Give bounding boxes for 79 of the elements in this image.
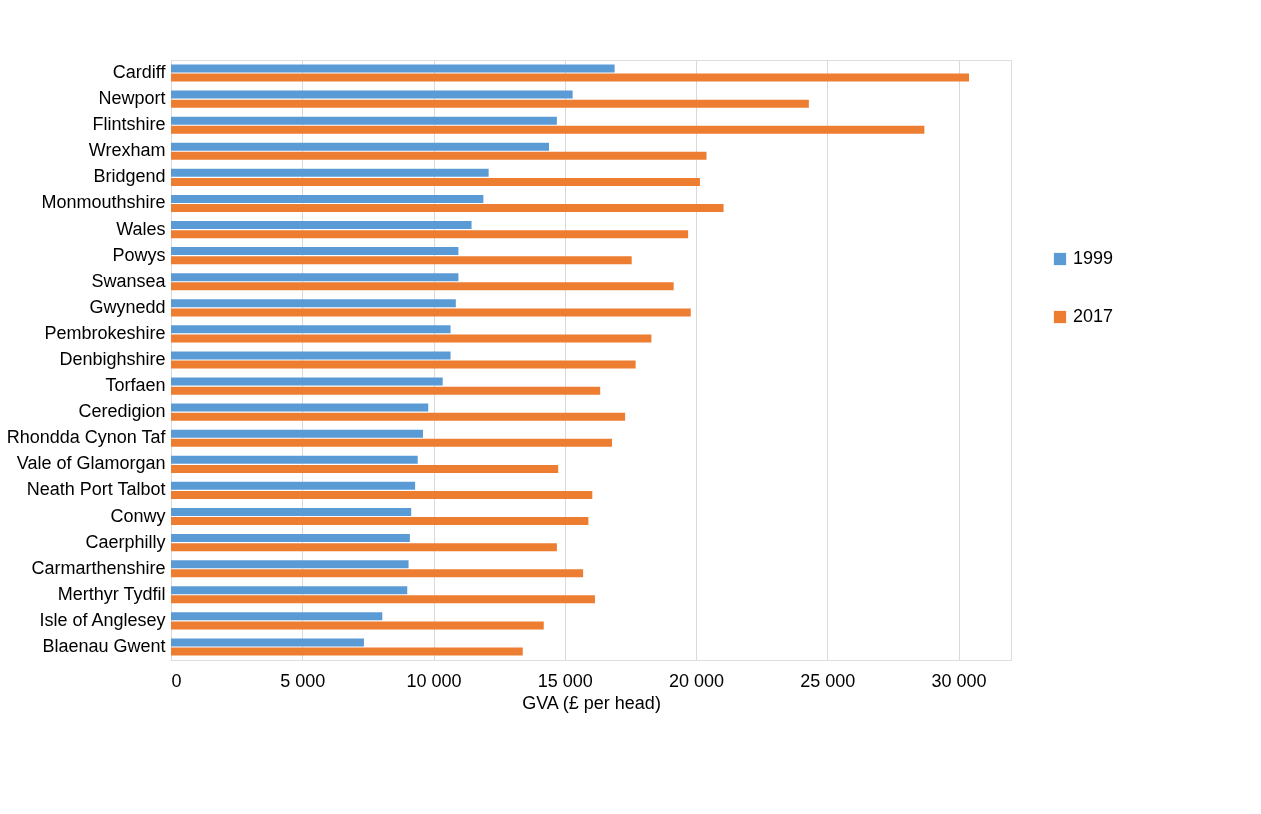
y-tick-label: Cardiff: [112, 62, 167, 83]
bar: [171, 273, 459, 282]
y-tick-label: Torfaen: [105, 375, 166, 396]
x-tick-label: 10 000: [406, 670, 462, 691]
bar: [171, 647, 523, 656]
bar: [171, 621, 544, 630]
x-tick-label: 5 000: [280, 670, 326, 691]
bar: [171, 221, 472, 229]
bar: [171, 507, 412, 516]
bar: [171, 412, 626, 421]
bar: [171, 308, 691, 317]
x-tick-label: 15 000: [537, 670, 593, 691]
bar: [171, 351, 451, 360]
y-tick-label: Caerphilly: [85, 531, 166, 552]
bar: [171, 325, 451, 334]
y-tick-label: Rhondda Cynon Taf: [6, 427, 167, 448]
y-tick-label: Bridgend: [93, 166, 166, 187]
bar: [171, 638, 364, 647]
bar: [171, 116, 557, 125]
bar: [171, 386, 601, 395]
y-tick-label: Wrexham: [88, 140, 166, 161]
x-tick-label: 30 000: [931, 670, 987, 691]
bar: [171, 299, 456, 308]
bar: [171, 455, 418, 464]
y-tick-label: Wales: [116, 218, 166, 239]
y-tick-label: Isle of Anglesey: [39, 609, 166, 630]
bar: [171, 334, 652, 343]
y-tick-label: Pembrokeshire: [44, 322, 166, 343]
bar: [171, 90, 573, 99]
bar: [171, 438, 612, 447]
x-tick-label: 25 000: [800, 670, 856, 691]
y-tick-label: Blaenau Gwent: [42, 635, 166, 656]
bar: [171, 360, 636, 369]
bar: [171, 586, 408, 595]
bar: [171, 595, 595, 604]
bar: [171, 377, 443, 386]
y-tick-label: Monmouthshire: [41, 192, 166, 213]
y-tick-label: Newport: [98, 88, 166, 109]
bar: [171, 247, 459, 256]
bar: [171, 177, 700, 186]
bar: [171, 194, 484, 203]
x-axis-title: GVA (£ per head): [522, 692, 661, 713]
bar: [171, 560, 409, 569]
y-tick-label: Vale of Glamorgan: [16, 453, 166, 474]
bar: [171, 99, 809, 108]
bar: [171, 569, 584, 578]
legend-label: 2017: [1073, 306, 1114, 326]
bar: [171, 204, 724, 213]
y-tick-label: Neath Port Talbot: [26, 479, 166, 500]
bar: [171, 491, 593, 499]
bar: [171, 403, 429, 412]
y-tick-label: Flintshire: [92, 114, 166, 135]
x-tick-label: 20 000: [668, 670, 725, 691]
bar: [171, 612, 383, 621]
bar: [171, 282, 674, 291]
x-tick-label: 0: [171, 670, 182, 691]
y-tick-label: Carmarthenshire: [31, 557, 166, 578]
bar: [171, 142, 549, 151]
bar: [171, 73, 969, 82]
bar: [171, 168, 489, 177]
bar: [171, 125, 925, 134]
legend-label: 1999: [1073, 248, 1114, 268]
bar: [171, 464, 559, 473]
y-tick-label: Ceredigion: [78, 401, 166, 422]
bar: [171, 230, 689, 239]
bar: [171, 481, 416, 490]
y-tick-label: Powys: [112, 244, 166, 265]
bar: [171, 429, 423, 438]
bar: [171, 517, 589, 526]
y-tick-label: Denbighshire: [59, 349, 166, 369]
y-tick-label: Swansea: [91, 270, 167, 291]
y-tick-label: Merthyr Tydfil: [57, 583, 166, 604]
bar: [171, 151, 707, 160]
bar: [171, 534, 410, 543]
bar: [171, 64, 615, 73]
bar: [171, 543, 557, 552]
y-tick-label: Conwy: [110, 505, 166, 526]
y-tick-label: Gwynedd: [89, 296, 166, 317]
bar: [171, 256, 632, 265]
